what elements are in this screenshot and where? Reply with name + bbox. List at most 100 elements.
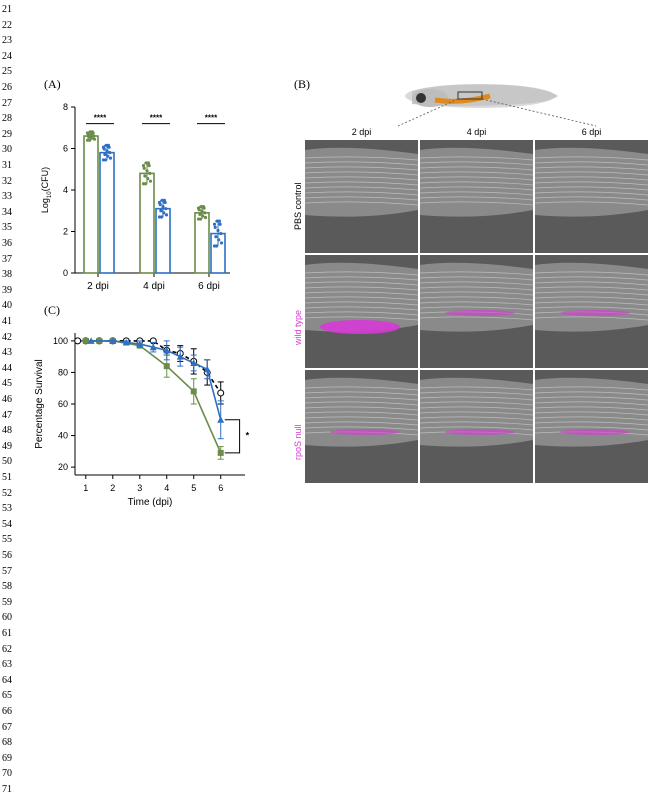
muscle-striation bbox=[535, 406, 648, 411]
muscle-striation bbox=[420, 171, 533, 176]
x-axis-label: Time (dpi) bbox=[128, 497, 173, 508]
data-point bbox=[157, 200, 162, 205]
series-line bbox=[91, 340, 222, 420]
muscle-striation bbox=[420, 186, 533, 191]
muscle-striation bbox=[305, 311, 418, 316]
data-point bbox=[101, 145, 106, 149]
line-number: 38 bbox=[2, 269, 12, 281]
line-number: 43 bbox=[2, 347, 12, 359]
micrograph-image bbox=[305, 377, 418, 447]
muscle-striation bbox=[420, 386, 533, 391]
line-number: 33 bbox=[2, 191, 12, 203]
muscle-striation bbox=[420, 406, 533, 411]
muscle-striation bbox=[305, 391, 418, 396]
micrograph-cell bbox=[535, 370, 648, 483]
fluorescence-signal bbox=[560, 429, 630, 435]
muscle-striation bbox=[420, 306, 533, 311]
muscle-striation bbox=[420, 296, 533, 301]
data-point bbox=[214, 235, 218, 239]
line-number: 49 bbox=[2, 440, 12, 452]
line-number: 66 bbox=[2, 706, 12, 717]
muscle-striation bbox=[420, 391, 533, 396]
muscle-striation bbox=[535, 301, 648, 306]
data-point bbox=[148, 171, 152, 175]
data-point bbox=[92, 137, 97, 141]
micrograph-grid bbox=[305, 140, 648, 483]
data-point bbox=[144, 182, 148, 186]
chart-c-survival-line-chart: 20 40 60 80 100 1 2 3 4 5 6 Time (dpi) Percentage Su… bbox=[34, 333, 250, 508]
significance-bracket bbox=[224, 419, 241, 454]
muscle-striation bbox=[420, 316, 533, 321]
muscle-striation bbox=[305, 291, 418, 296]
line-number: 62 bbox=[2, 643, 12, 655]
muscle-striation bbox=[420, 286, 533, 291]
line-number: 28 bbox=[2, 113, 12, 125]
fluorescence-signal bbox=[320, 320, 400, 334]
data-point bbox=[162, 211, 166, 215]
data-point bbox=[201, 214, 205, 218]
line-number: 21 bbox=[2, 4, 12, 15]
data-point bbox=[216, 228, 220, 233]
muscle-striation bbox=[420, 401, 533, 406]
line-number: 61 bbox=[2, 628, 12, 639]
line-number: 31 bbox=[2, 160, 12, 171]
micrograph-image bbox=[535, 262, 648, 332]
muscle-striation bbox=[535, 271, 648, 276]
data-point-triangle bbox=[176, 353, 184, 360]
data-point bbox=[108, 156, 113, 160]
bar bbox=[99, 151, 115, 274]
data-point bbox=[88, 138, 92, 142]
data-point bbox=[162, 198, 166, 202]
line-number: 51 bbox=[2, 472, 12, 483]
x-tick-label: 4 dpi bbox=[143, 281, 165, 292]
muscle-striation bbox=[420, 301, 533, 306]
x-tick-label: 1 bbox=[83, 483, 88, 493]
significance-stars: **** bbox=[150, 114, 163, 123]
line-number: 27 bbox=[2, 97, 12, 109]
micrograph-cell bbox=[535, 140, 648, 253]
muscle-striation bbox=[305, 306, 418, 311]
y-axis-label: Log10(CFU) bbox=[40, 167, 53, 213]
micrograph-image bbox=[305, 262, 418, 334]
muscle-striation bbox=[535, 411, 648, 416]
row-label: rpoS null bbox=[293, 424, 303, 460]
muscle-striation bbox=[305, 166, 418, 171]
muscle-striation bbox=[305, 406, 418, 411]
bar bbox=[155, 207, 171, 274]
significance-stars: **** bbox=[94, 114, 107, 123]
micrograph-cell bbox=[305, 255, 418, 368]
muscle-striation bbox=[305, 386, 418, 391]
data-point bbox=[215, 244, 219, 248]
y-tick-label: 80 bbox=[58, 367, 68, 377]
line-number: 59 bbox=[2, 596, 12, 608]
micrograph-cell bbox=[305, 370, 418, 483]
data-point-square bbox=[190, 388, 197, 395]
muscle-striation bbox=[535, 306, 648, 311]
line-number: 50 bbox=[2, 456, 12, 468]
data-point-triangle bbox=[163, 346, 171, 354]
data-point bbox=[159, 209, 163, 213]
muscle-striation bbox=[535, 281, 648, 286]
muscle-striation bbox=[305, 171, 418, 176]
significance-star: * bbox=[246, 431, 250, 441]
line-number: 29 bbox=[2, 128, 12, 140]
data-point bbox=[92, 134, 96, 138]
data-point bbox=[103, 152, 107, 157]
muscle-striation bbox=[535, 161, 648, 166]
x-tick-label: 6 bbox=[218, 483, 223, 493]
muscle-striation bbox=[535, 201, 648, 206]
muscle-striation bbox=[305, 196, 418, 201]
line-number: 37 bbox=[2, 253, 12, 265]
bar bbox=[139, 172, 155, 274]
line-number: 57 bbox=[2, 565, 12, 577]
column-label: 6 dpi bbox=[581, 127, 602, 137]
muscle-striation bbox=[420, 411, 533, 416]
line-number: 65 bbox=[2, 690, 12, 702]
muscle-striation bbox=[535, 191, 648, 196]
muscle-striation bbox=[535, 316, 648, 321]
micrograph-image bbox=[420, 377, 533, 447]
fluorescence-signal bbox=[330, 429, 400, 435]
line-number: 63 bbox=[2, 659, 12, 671]
muscle-striation bbox=[305, 426, 418, 431]
panel-label-c: (C) bbox=[44, 303, 60, 317]
